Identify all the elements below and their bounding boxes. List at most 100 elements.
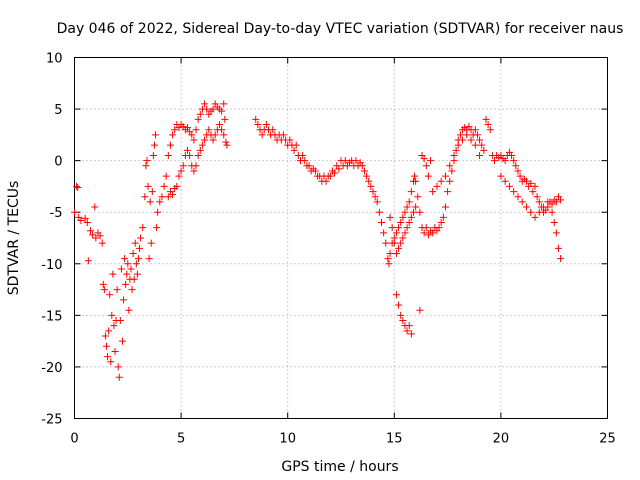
data-point: [209, 105, 217, 113]
data-point: [392, 249, 400, 257]
data-point: [331, 169, 339, 177]
data-point: [401, 229, 409, 237]
data-point: [518, 198, 526, 206]
data-point: [456, 131, 464, 139]
data-point: [220, 131, 228, 139]
data-point: [299, 151, 307, 159]
data-point: [84, 257, 92, 265]
data-point: [98, 239, 106, 247]
data-point: [115, 373, 123, 381]
data-point: [258, 131, 266, 139]
data-point: [501, 177, 509, 185]
x-tick-labels: 0 5 10 15 20 25: [70, 432, 615, 447]
data-point: [322, 177, 330, 185]
data-point: [146, 198, 154, 206]
data-point: [292, 141, 300, 149]
data-point: [162, 172, 170, 180]
data-point: [416, 306, 424, 314]
data-point: [127, 265, 135, 273]
data-point: [510, 157, 518, 165]
data-point: [305, 162, 313, 170]
data-point: [92, 234, 100, 242]
data-point: [125, 306, 133, 314]
data-point: [188, 131, 196, 139]
y-tick-label: -10: [41, 258, 62, 273]
data-point: [169, 131, 177, 139]
data-point: [552, 229, 560, 237]
data-point: [183, 124, 191, 132]
data-point: [397, 219, 405, 227]
data-point: [77, 216, 85, 224]
data-point: [482, 115, 490, 123]
data-point: [535, 198, 543, 206]
data-point: [254, 121, 262, 129]
data-point: [527, 179, 535, 187]
data-point: [136, 244, 144, 252]
data-point: [118, 337, 126, 345]
data-point: [130, 275, 138, 283]
data-point: [478, 141, 486, 149]
data-point: [395, 224, 403, 232]
data-point: [218, 107, 226, 115]
data-point: [531, 213, 539, 221]
data-point: [110, 322, 118, 330]
data-point: [116, 317, 124, 325]
data-point: [290, 146, 298, 154]
data-point: [120, 296, 128, 304]
x-tick-label: 15: [386, 432, 403, 447]
data-point: [405, 198, 413, 206]
data-point: [467, 136, 475, 144]
data-point: [96, 232, 104, 240]
data-point: [194, 151, 202, 159]
data-point: [201, 136, 209, 144]
data-point: [471, 141, 479, 149]
data-point: [386, 249, 394, 257]
data-point: [416, 208, 424, 216]
data-point: [171, 126, 179, 134]
data-point: [454, 141, 462, 149]
data-point: [286, 136, 294, 144]
data-point: [508, 151, 516, 159]
data-point: [144, 182, 152, 190]
data-point: [153, 224, 161, 232]
data-point: [510, 188, 518, 196]
data-point: [203, 105, 211, 113]
data-point: [147, 239, 155, 247]
data-point: [544, 198, 552, 206]
data-point: [133, 270, 141, 278]
data-point: [222, 138, 230, 146]
data-point: [132, 260, 140, 268]
y-tick-label: -15: [41, 309, 62, 324]
data-point: [104, 353, 112, 361]
data-point: [101, 332, 109, 340]
data-point: [497, 172, 505, 180]
data-point: [403, 224, 411, 232]
data-point: [512, 162, 520, 170]
data-point: [399, 234, 407, 242]
data-point: [514, 167, 522, 175]
data-points: [71, 100, 565, 381]
data-point: [252, 115, 260, 123]
data-point: [134, 255, 142, 263]
data-point: [117, 265, 125, 273]
data-point: [446, 177, 454, 185]
axis-ticks: [74, 57, 608, 419]
data-point: [399, 317, 407, 325]
data-point: [335, 165, 343, 173]
data-point: [380, 229, 388, 237]
data-point: [301, 157, 309, 165]
data-point: [522, 203, 530, 211]
y-tick-label: -20: [41, 361, 62, 376]
data-point: [190, 136, 198, 144]
data-point: [137, 234, 145, 242]
y-tick-label: -25: [41, 413, 62, 428]
data-point: [166, 141, 174, 149]
data-point: [111, 347, 119, 355]
data-point: [397, 311, 405, 319]
data-point: [149, 151, 157, 159]
data-point: [403, 327, 411, 335]
data-point: [218, 126, 226, 134]
data-point: [424, 172, 432, 180]
data-point: [429, 229, 437, 237]
